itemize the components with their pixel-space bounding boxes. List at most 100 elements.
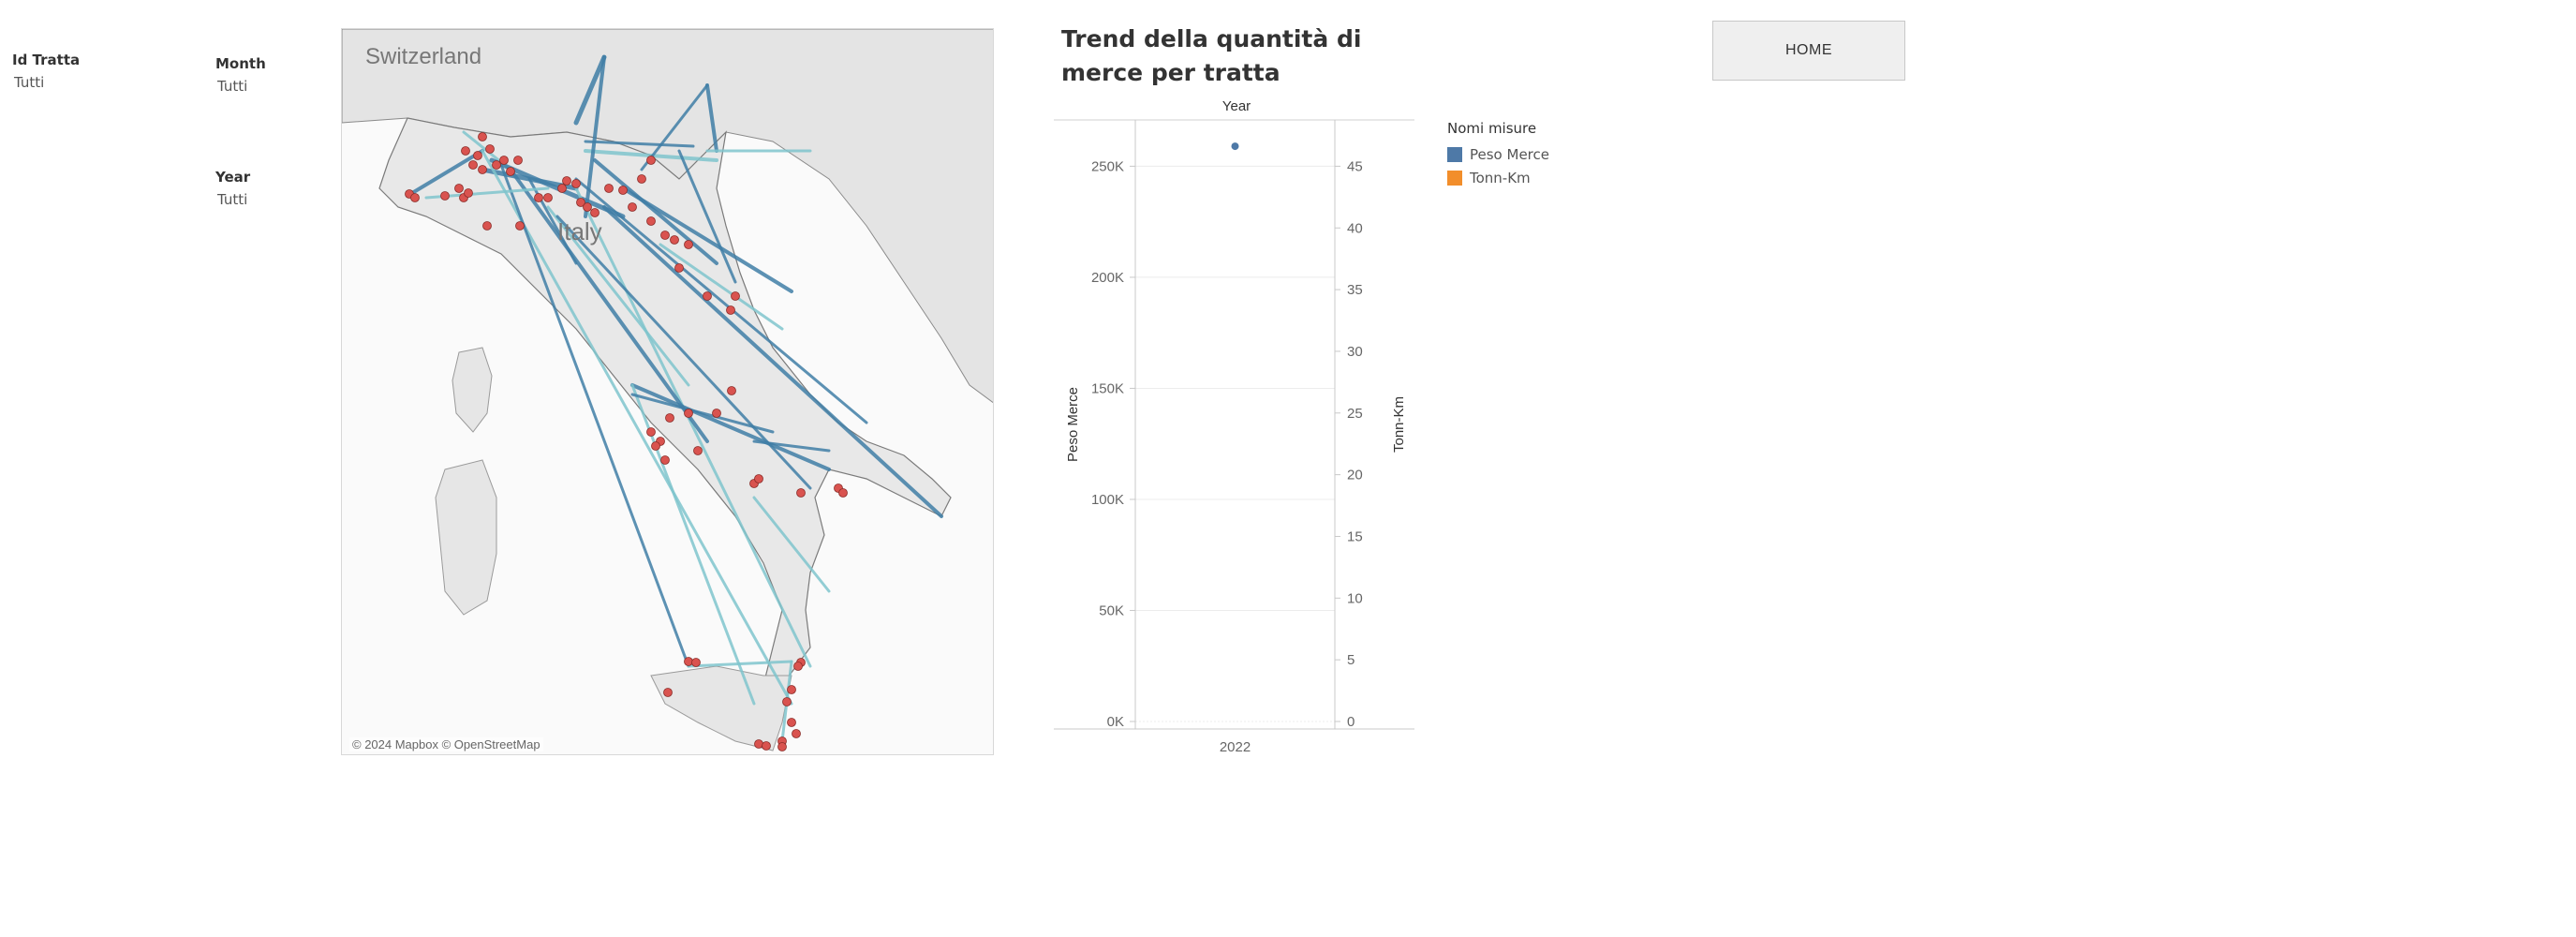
y-left-tick-label: 250K	[1091, 158, 1124, 174]
route-node[interactable]	[651, 441, 660, 451]
route-node[interactable]	[513, 156, 523, 165]
y-axis-right-ticks: 0 5 10 15 20 25 30 35 40 45	[1335, 158, 1363, 730]
route-node[interactable]	[762, 741, 771, 751]
y-left-tick-label: 200K	[1091, 270, 1124, 286]
legend[interactable]: Nomi misure Peso Merce Tonn-Km	[1447, 120, 1549, 189]
route-line	[584, 55, 606, 218]
x-axis-categories: 2022	[1220, 739, 1251, 755]
route-node[interactable]	[478, 132, 487, 141]
map-attribution[interactable]: © 2024 Mapbox © OpenStreetMap	[349, 737, 543, 751]
route-node[interactable]	[473, 151, 482, 160]
route-node[interactable]	[618, 186, 628, 195]
route-node[interactable]	[792, 729, 801, 738]
y-left-tick-label: 100K	[1091, 492, 1124, 508]
route-node[interactable]	[838, 488, 848, 498]
routes-map[interactable]: Switzerland Italy © 2024 Mapbox © OpenSt…	[341, 28, 994, 755]
home-button[interactable]: HOME	[1712, 21, 1905, 81]
route-node[interactable]	[793, 662, 803, 671]
route-line	[602, 205, 943, 518]
route-node[interactable]	[712, 409, 721, 418]
route-node[interactable]	[691, 658, 701, 667]
route-line	[593, 158, 718, 265]
route-line	[630, 383, 831, 471]
route-node[interactable]	[684, 409, 693, 418]
route-node[interactable]	[590, 208, 600, 217]
route-node[interactable]	[787, 718, 796, 727]
route-node[interactable]	[604, 184, 614, 193]
route-line	[509, 168, 709, 443]
route-node[interactable]	[754, 739, 763, 749]
route-node[interactable]	[562, 176, 571, 186]
route-node[interactable]	[796, 488, 806, 498]
route-node[interactable]	[557, 184, 567, 193]
route-node[interactable]	[534, 193, 543, 202]
legend-item-peso-merce[interactable]: Peso Merce	[1447, 142, 1549, 166]
route-line	[574, 177, 868, 424]
route-node[interactable]	[482, 221, 492, 231]
data-point-peso-merce[interactable]	[1231, 142, 1239, 151]
route-node[interactable]	[478, 165, 487, 174]
route-node[interactable]	[468, 160, 478, 170]
filter-id-tratta-value[interactable]: Tutti	[14, 74, 45, 91]
route-node[interactable]	[576, 198, 585, 207]
filter-id-tratta[interactable]: Id Tratta Tutti	[12, 52, 80, 91]
route-line	[621, 186, 793, 293]
route-node[interactable]	[703, 291, 712, 301]
map-label-switzerland: Switzerland	[365, 44, 481, 69]
route-node[interactable]	[646, 427, 656, 437]
route-line	[687, 660, 793, 668]
route-node[interactable]	[731, 291, 740, 301]
route-node[interactable]	[583, 202, 592, 212]
route-node[interactable]	[674, 263, 684, 273]
route-node[interactable]	[646, 156, 656, 165]
route-node[interactable]	[660, 231, 670, 240]
legend-label-peso-merce: Peso Merce	[1470, 145, 1549, 163]
filter-year[interactable]: Year Tutti	[215, 169, 250, 208]
route-node[interactable]	[543, 193, 553, 202]
route-node[interactable]	[727, 386, 736, 395]
chart-points	[1231, 142, 1239, 151]
route-node[interactable]	[663, 688, 673, 697]
route-node[interactable]	[454, 184, 464, 193]
y-right-tick-label: 45	[1347, 158, 1363, 174]
filter-year-label: Year	[215, 169, 251, 186]
route-node[interactable]	[499, 156, 509, 165]
route-node[interactable]	[726, 305, 735, 315]
route-node[interactable]	[782, 697, 792, 706]
route-line	[705, 83, 718, 153]
route-node[interactable]	[684, 657, 693, 666]
route-node[interactable]	[777, 742, 787, 751]
filter-year-value[interactable]: Tutti	[217, 191, 248, 208]
route-node[interactable]	[485, 144, 495, 154]
route-node[interactable]	[787, 685, 796, 694]
route-node[interactable]	[506, 167, 515, 176]
route-node[interactable]	[628, 202, 637, 212]
map-canvas[interactable]: Switzerland Italy	[342, 29, 994, 755]
y-right-tick-label: 10	[1347, 590, 1363, 606]
route-node[interactable]	[515, 221, 525, 231]
route-node[interactable]	[440, 191, 450, 201]
route-line	[630, 393, 775, 434]
route-node[interactable]	[665, 413, 674, 423]
route-node[interactable]	[693, 446, 703, 455]
legend-title: Nomi misure	[1447, 120, 1537, 137]
filter-month-value[interactable]: Tutti	[217, 78, 248, 95]
route-node[interactable]	[464, 188, 473, 198]
legend-swatch-peso-merce	[1447, 146, 1462, 162]
route-node[interactable]	[571, 179, 581, 188]
route-node[interactable]	[637, 174, 646, 184]
filter-month[interactable]: Month Tutti	[215, 55, 266, 95]
route-node[interactable]	[660, 455, 670, 465]
legend-item-tonn-km[interactable]: Tonn-Km	[1447, 166, 1549, 189]
chart-gridlines	[1135, 165, 1335, 722]
route-node[interactable]	[410, 193, 420, 202]
filter-month-label: Month	[215, 55, 266, 72]
route-node[interactable]	[646, 216, 656, 226]
route-node[interactable]	[461, 146, 470, 156]
route-node[interactable]	[754, 474, 763, 483]
route-line	[574, 186, 812, 668]
route-node[interactable]	[670, 235, 679, 245]
route-node[interactable]	[684, 240, 693, 249]
route-node[interactable]	[492, 160, 501, 170]
trend-chart[interactable]: Year 0K 50K 100K 150K 200K 250K 0 5 10 15 20 25 30 3…	[1049, 94, 1424, 768]
